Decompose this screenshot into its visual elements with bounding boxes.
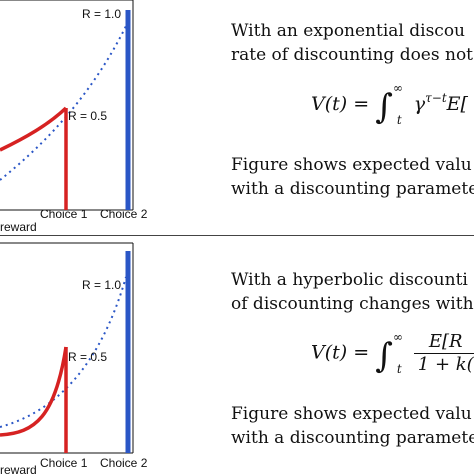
label-r1: R = 1.0 (82, 278, 121, 292)
exponential-panel: R = 1.0 R = 0.5 Choice 1 Choice 2 reward… (0, 0, 474, 234)
x-axis-label: reward (0, 463, 37, 474)
eq-numerator: E[R (413, 331, 474, 354)
integral-sign: ∫ (375, 335, 393, 376)
exponential-plot: R = 1.0 R = 0.5 Choice 1 Choice 2 reward (0, 0, 148, 234)
eq-upper-limit: ∞ (392, 81, 403, 95)
tick-choice2: Choice 2 (100, 207, 148, 221)
label-r05: R = 0.5 (68, 350, 107, 364)
eq-lhs: V(t) = (311, 341, 370, 364)
integral-sign: ∫ (375, 87, 393, 127)
hyperbolic-equation: V(t) = ∫∞ t E[R 1 + k( (311, 329, 474, 376)
desc-line-2: with a discounting paramete (231, 179, 474, 199)
eq-exponent: τ−t (425, 91, 447, 105)
choice2-discount-curve (0, 276, 127, 428)
choice1-discount-curve (0, 106, 68, 152)
label-r05: R = 0.5 (68, 109, 107, 123)
text-line-1: With an exponential discou (231, 21, 465, 41)
eq-denominator: 1 + k( (417, 354, 474, 375)
eq-lhs: V(t) = (311, 93, 370, 115)
text-line-1: With a hyperbolic discounti (231, 270, 468, 290)
desc-line-2: with a discounting paramete (231, 428, 474, 448)
eq-lower-limit: t (396, 361, 402, 376)
x-axis-label: reward (0, 220, 37, 234)
eq-fraction: E[R 1 + k( (413, 331, 474, 376)
eq-body: γ (413, 93, 426, 115)
panel-divider (0, 235, 474, 236)
text-line-2: of discounting changes with (231, 294, 474, 314)
tick-choice2: Choice 2 (100, 456, 148, 470)
hyperbolic-plot: R = 1.0 R = 0.5 Choice 1 Choice 2 reward (0, 242, 148, 474)
text-line-2: rate of discounting does not (231, 45, 474, 65)
eq-lower-limit: t (396, 113, 402, 127)
exponential-equation: V(t) = ∫∞ t γτ−tE[ (311, 81, 468, 127)
desc-line-1: Figure shows expected valu (231, 155, 472, 175)
label-r1: R = 1.0 (82, 7, 121, 21)
tick-choice1: Choice 1 (40, 207, 88, 221)
eq-tail: E[ (446, 93, 468, 115)
choice1-discount-curve (0, 346, 68, 437)
desc-line-1: Figure shows expected valu (231, 404, 472, 424)
choice2-discount-curve (0, 21, 129, 181)
tick-choice1: Choice 1 (40, 456, 88, 470)
eq-upper-limit: ∞ (392, 329, 403, 344)
hyperbolic-panel: R = 1.0 R = 0.5 Choice 1 Choice 2 reward… (0, 237, 474, 474)
